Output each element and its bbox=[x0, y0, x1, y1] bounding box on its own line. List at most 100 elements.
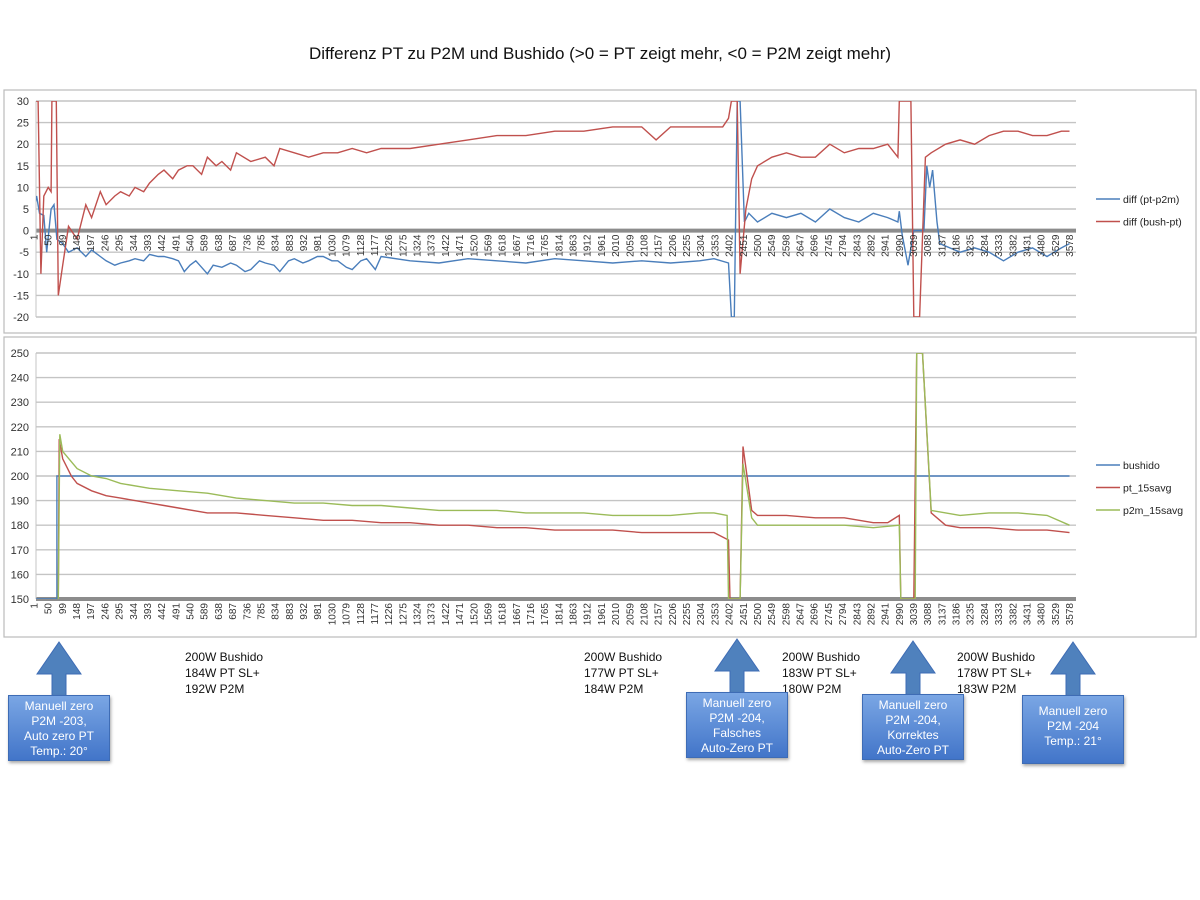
x-tick-label: 3431 bbox=[1022, 234, 1033, 257]
y-tick-label: 150 bbox=[11, 594, 29, 606]
callout-box: Manuell zero P2M -204, Falsches Auto-Zero P… bbox=[686, 692, 788, 758]
x-tick-label: 1177 bbox=[370, 603, 381, 625]
callout-4: Manuell zero P2M -204 Temp.: 21° bbox=[1022, 641, 1124, 764]
x-tick-label: 2353 bbox=[710, 234, 721, 257]
chart-title: Differenz PT zu P2M und Bushido (>0 = PT… bbox=[308, 44, 892, 63]
y-tick-label: 5 bbox=[23, 204, 29, 216]
y-tick-label: 240 bbox=[11, 373, 29, 385]
chart-frame bbox=[3, 336, 1197, 638]
callout-box: Manuell zero P2M -204 Temp.: 21° bbox=[1022, 695, 1124, 764]
x-tick-label: 1 bbox=[30, 234, 41, 240]
x-tick-label: 491 bbox=[171, 603, 182, 620]
arrow-shape bbox=[1050, 641, 1096, 697]
chart-frame bbox=[3, 89, 1197, 334]
x-tick-label: 2353 bbox=[710, 603, 721, 626]
note-line: 178W PT SL+ bbox=[957, 666, 1032, 680]
y-tick-label: 210 bbox=[11, 446, 29, 458]
x-tick-label: 1667 bbox=[512, 234, 523, 257]
x-tick-label: 1618 bbox=[498, 603, 509, 626]
callout-line: Korrektes bbox=[887, 728, 939, 742]
x-tick-label: 2010 bbox=[611, 603, 622, 626]
x-tick-label: 1324 bbox=[413, 234, 424, 257]
x-tick-label: 197 bbox=[86, 234, 97, 251]
legend-label: diff (pt-p2m) bbox=[1123, 194, 1179, 206]
x-tick-label: 2843 bbox=[852, 603, 863, 626]
x-tick-label: 3333 bbox=[994, 603, 1005, 626]
x-tick-label: 1471 bbox=[455, 603, 466, 626]
series-line-diff-bush-pt- bbox=[36, 101, 1070, 317]
x-tick-label: 3480 bbox=[1037, 234, 1048, 257]
x-tick-label: 2304 bbox=[696, 234, 707, 257]
x-tick-label: 883 bbox=[285, 234, 296, 251]
y-tick-label: 20 bbox=[17, 139, 29, 151]
callout-line: P2M -204, bbox=[709, 711, 765, 725]
x-tick-label: 1030 bbox=[327, 603, 338, 626]
note-line: 192W P2M bbox=[185, 682, 245, 696]
x-tick-label: 2157 bbox=[654, 603, 665, 626]
x-tick-label: 2598 bbox=[781, 603, 792, 626]
x-tick-label: 2598 bbox=[781, 234, 792, 257]
x-tick-label: 1 bbox=[30, 603, 41, 609]
note-line: 180W P2M bbox=[782, 682, 842, 696]
x-tick-label: 540 bbox=[186, 234, 197, 251]
x-tick-label: 1520 bbox=[469, 234, 480, 257]
y-tick-label: 10 bbox=[17, 182, 29, 194]
callout-line: Manuell zero bbox=[702, 696, 772, 710]
x-tick-label: 687 bbox=[228, 234, 239, 251]
y-tick-label: -10 bbox=[13, 269, 29, 281]
y-tick-label: -5 bbox=[19, 247, 29, 259]
x-tick-label: 2843 bbox=[852, 234, 863, 257]
arrow-up-icon bbox=[1050, 641, 1096, 697]
x-tick-label: 3333 bbox=[994, 234, 1005, 257]
x-tick-label: 1079 bbox=[342, 603, 353, 626]
x-tick-label: 442 bbox=[157, 234, 168, 251]
x-tick-label: 3186 bbox=[952, 603, 963, 626]
series-line-diff-pt-p2m- bbox=[36, 101, 1070, 317]
x-tick-label: 2745 bbox=[824, 603, 835, 626]
x-tick-label: 2696 bbox=[810, 603, 821, 626]
x-tick-label: 442 bbox=[157, 603, 168, 620]
x-tick-label: 2206 bbox=[668, 603, 679, 626]
y-tick-label: 25 bbox=[17, 118, 29, 130]
arrow-up-icon bbox=[36, 641, 82, 697]
x-tick-label: 1128 bbox=[356, 603, 367, 625]
callout-box: Manuell zero P2M -203, Auto zero PT Temp.: … bbox=[8, 695, 110, 761]
x-tick-label: 3578 bbox=[1065, 234, 1076, 257]
y-tick-label: 30 bbox=[17, 96, 29, 108]
x-tick-label: 785 bbox=[256, 603, 267, 620]
x-tick-label: 50 bbox=[44, 234, 55, 246]
arrow-shape bbox=[714, 638, 760, 694]
x-tick-label: 932 bbox=[299, 234, 310, 251]
x-tick-label: 3088 bbox=[923, 234, 934, 257]
series-line-p2m-15savg bbox=[57, 353, 1070, 599]
x-tick-label: 393 bbox=[143, 603, 154, 620]
x-tick-label: 3039 bbox=[909, 234, 920, 257]
x-tick-label: 1765 bbox=[540, 603, 551, 626]
x-tick-label: 1275 bbox=[398, 603, 409, 626]
x-tick-label: 1716 bbox=[526, 603, 537, 626]
callout-line: Manuell zero bbox=[1038, 704, 1108, 718]
x-tick-label: 2402 bbox=[725, 234, 736, 257]
x-tick-label: 1373 bbox=[427, 603, 438, 626]
x-tick-label: 736 bbox=[242, 234, 253, 251]
x-tick-label: 2990 bbox=[895, 234, 906, 257]
note-line: 200W Bushido bbox=[782, 650, 861, 664]
x-tick-label: 834 bbox=[271, 234, 282, 251]
x-tick-label: 2647 bbox=[796, 603, 807, 626]
x-tick-label: 1324 bbox=[413, 603, 424, 626]
x-tick-label: 2010 bbox=[611, 234, 622, 257]
x-tick-label: 687 bbox=[228, 603, 239, 620]
y-tick-label: 220 bbox=[11, 422, 29, 434]
x-tick-label: 2549 bbox=[767, 603, 778, 626]
x-tick-label: 50 bbox=[44, 603, 55, 615]
callout-line: Auto zero PT bbox=[23, 729, 95, 743]
x-tick-label: 2206 bbox=[668, 234, 679, 257]
x-tick-label: 2108 bbox=[639, 234, 650, 257]
note-line: 183W PT SL+ bbox=[782, 666, 857, 680]
note-line: 183W P2M bbox=[957, 682, 1017, 696]
x-tick-label: 148 bbox=[72, 603, 83, 620]
x-tick-label: 3284 bbox=[980, 603, 991, 626]
x-tick-label: 246 bbox=[100, 234, 111, 251]
